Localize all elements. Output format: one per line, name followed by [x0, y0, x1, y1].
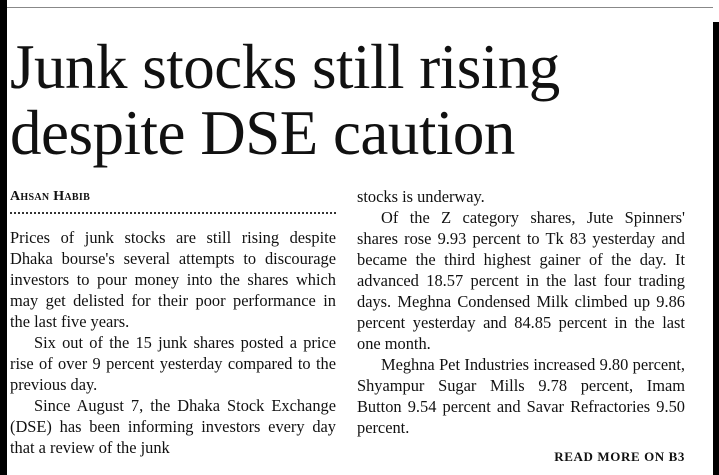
headline: Junk stocks still rising despite DSE cau… [10, 34, 710, 166]
paragraph: Meghna Pet Industries increased 9.80 per… [357, 355, 685, 437]
byline-divider [10, 212, 336, 214]
article-column-2: stocks is underway. Of the Z category sh… [357, 186, 685, 438]
byline: Ahsan Habib [10, 189, 91, 204]
paragraph: Six out of the 15 junk shares posted a p… [10, 333, 336, 394]
read-more-link[interactable]: READ MORE ON B3 [554, 449, 685, 464]
headline-line-1: Junk stocks still rising [10, 32, 560, 102]
top-rule [7, 7, 713, 8]
left-border-bar [0, 0, 7, 475]
right-border-bar [713, 22, 719, 475]
paragraph: Of the Z category shares, Jute Spinners'… [357, 208, 685, 353]
headline-line-2: despite DSE caution [10, 98, 515, 168]
article-column-1: Prices of junk stocks are still rising d… [10, 227, 336, 458]
paragraph-continued: stocks is underway. [357, 187, 485, 206]
paragraph: Prices of junk stocks are still rising d… [10, 228, 336, 331]
paragraph: Since August 7, the Dhaka Stock Exchange… [10, 396, 336, 457]
